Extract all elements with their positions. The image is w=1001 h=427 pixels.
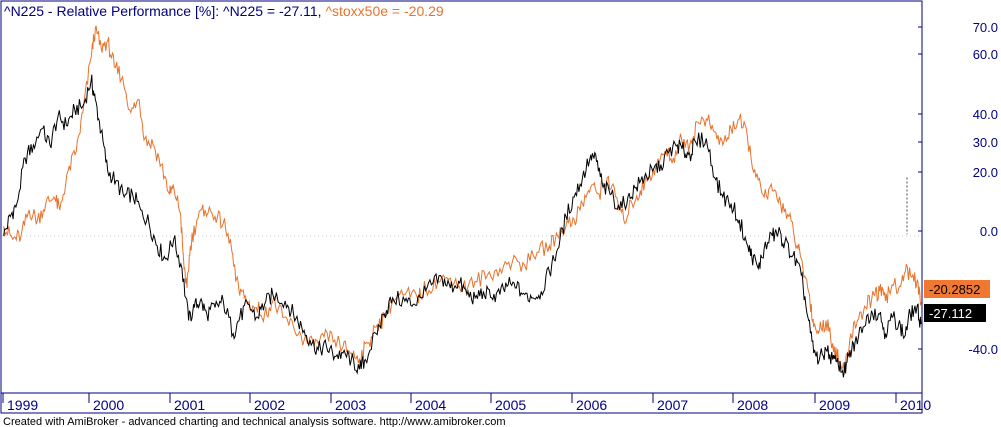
y-tick-label: -40.0 [968,342,998,357]
title-prefix: ^N225 - Relative Performance [%]: [4,3,223,19]
chart-title: ^N225 - Relative Performance [%]: ^N225 … [4,3,444,19]
y-tick-label: 70.0 [973,20,998,35]
plot-area [0,0,923,394]
title-n225-value: ^N225 = -27.11, [223,3,325,19]
y-tick-label: 60.0 [973,47,998,62]
y-axis-ticks: 70.0 60.0 40.0 30.0 20.0 0.0 -40.0 [918,20,998,357]
x-axis-strip [0,392,923,414]
stoxx-tag-label: -20.2852 [929,282,980,297]
x-tick-label: 2005 [495,397,526,413]
x-tick-label: 2006 [576,397,607,413]
x-tick-label: 2003 [335,397,366,413]
n225-tag-label: -27.112 [929,306,972,321]
stoxx-last-value-tag: -20.2852 [924,280,990,298]
y-tick-label: 0.0 [980,224,998,239]
x-tick-label: 1999 [7,397,38,413]
y-tick-label: 20.0 [973,165,998,180]
n225-tag-background [924,304,986,322]
footer-credit: Created with AmiBroker - advanced charti… [3,416,506,427]
n225-series-line [3,74,922,378]
series-layer [3,25,922,378]
y-tick-label: 40.0 [973,107,998,122]
x-tick-label: 2007 [657,397,688,413]
x-axis-ticks: 1999 2000 2001 2002 2003 2004 2005 2006 2007 2008… [2,393,931,413]
x-tick-label: 2008 [737,397,768,413]
x-tick-label: 2010 [900,397,931,413]
n225-last-value-tag: -27.112 [924,304,986,322]
x-tick-label: 2002 [254,397,285,413]
x-tick-label: 2004 [415,397,446,413]
x-tick-label: 2001 [174,397,205,413]
stoxx-tag-background [924,280,990,298]
title-stoxx-value: ^stoxx50e = -20.29 [325,3,443,19]
x-tick-label: 2009 [819,397,850,413]
x-tick-label: 2000 [93,397,124,413]
y-tick-label: 30.0 [973,135,998,150]
